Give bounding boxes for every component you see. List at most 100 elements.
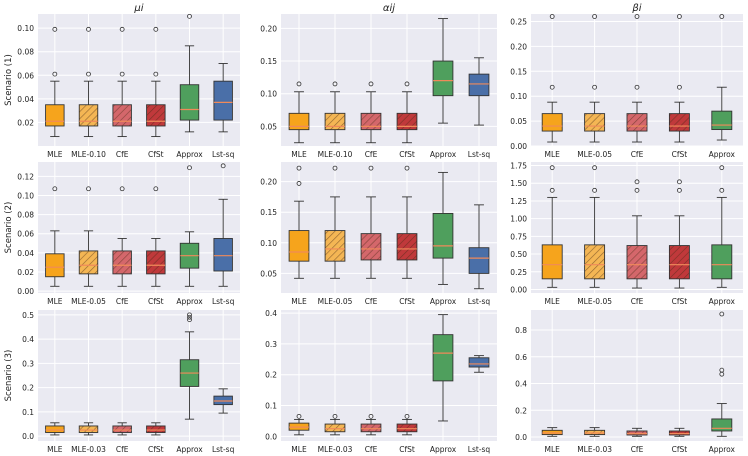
box-lst-sq [468, 204, 490, 290]
y-tick-label: 0.06 [17, 71, 34, 80]
box-iqr [78, 250, 99, 275]
x-tick-label: CfE [116, 150, 129, 159]
outlier-point [153, 71, 159, 77]
box-iqr [288, 230, 310, 262]
outlier-point [368, 165, 374, 171]
outlier-point [549, 187, 555, 193]
box-mle-0.05 [584, 14, 606, 143]
outlier-point [719, 14, 725, 19]
panel-background [281, 162, 497, 293]
x-tick-label: Lst-sq [212, 297, 235, 306]
box-iqr [711, 418, 733, 432]
box-cfst [668, 14, 690, 143]
panel-background [38, 310, 240, 441]
box-iqr [213, 238, 233, 272]
outlier-point [677, 179, 682, 185]
box-cfst [396, 81, 418, 144]
y-tick-label: 0.4 [22, 335, 34, 344]
x-tick-label: Approx [176, 297, 203, 306]
x-tick-label: MLE-0.03 [71, 445, 106, 454]
outlier-point [549, 165, 555, 171]
box-iqr [45, 253, 65, 278]
panel-r1-c3: 0.00 0.05 0.10 0.15 0.20 0.25 MLE MLE-0.05 CfE Cf… [510, 3, 743, 159]
box-iqr [468, 247, 490, 274]
x-tick-label: CfSt [672, 445, 688, 454]
x-tick-label: CfE [116, 297, 129, 306]
box-iqr [213, 395, 233, 406]
x-tick-label: MLE-0.05 [577, 297, 612, 306]
x-tick-label: Lst-sq [468, 445, 491, 454]
outlier-point [592, 84, 597, 90]
x-tick-label: CfE [365, 150, 378, 159]
box-mle-0.03 [324, 413, 346, 436]
y-tick-label: 0.20 [260, 178, 277, 187]
box-mle-0.03 [584, 427, 606, 437]
outlier-point [592, 165, 597, 171]
outlier-point [634, 179, 640, 185]
box-iqr [668, 245, 690, 280]
x-tick-label: CfSt [399, 445, 415, 454]
box-iqr [45, 104, 65, 127]
x-tick-label: Approx [709, 445, 736, 454]
y-tick-label: 0.05 [260, 122, 277, 131]
box-cfe [112, 186, 132, 287]
panel-background [281, 310, 497, 441]
outlier-point [719, 165, 725, 171]
x-tick-label: MLE [291, 445, 307, 454]
outlier-point [677, 187, 682, 193]
box-mle [45, 422, 65, 436]
box-mle-0.05 [584, 165, 606, 288]
y-tick-label: 0.6 [515, 353, 527, 362]
outlier-point [368, 81, 374, 87]
outlier-point [404, 165, 410, 171]
outlier-point [296, 165, 302, 171]
box-iqr [324, 112, 346, 131]
panel-title: μi [133, 3, 143, 14]
outlier-point [119, 71, 125, 77]
y-tick-label: 1.75 [510, 162, 527, 171]
x-tick-label: MLE-0.03 [318, 445, 353, 454]
y-tick-label: 0.4 [265, 309, 277, 318]
x-tick-label: Lst-sq [468, 150, 491, 159]
y-tick-label: 0.10 [17, 24, 34, 33]
y-tick-label: 0.08 [17, 211, 34, 220]
box-mle [288, 81, 310, 144]
x-tick-label: Approx [709, 297, 736, 306]
box-cfst [146, 186, 166, 287]
box-cfst [668, 179, 690, 289]
box-cfst [396, 413, 418, 436]
x-tick-label: MLE-0.05 [577, 150, 612, 159]
box-cfe [626, 14, 648, 143]
row-label: Scenario (2) [4, 202, 14, 254]
outlier-point [549, 84, 555, 90]
box-approx [711, 311, 733, 437]
outlier-point [187, 314, 192, 320]
x-tick-label: MLE [291, 297, 307, 306]
chart-panels: 0.02 0.04 0.06 0.08 0.10 MLE MLE-0.10 CfE CfSt Ap… [4, 3, 743, 454]
x-tick-label: CfE [631, 297, 644, 306]
y-tick-label: 1.00 [510, 215, 527, 224]
box-iqr [324, 423, 346, 433]
box-lst-sq [468, 57, 490, 126]
outlier-point [86, 71, 91, 77]
box-approx [711, 14, 733, 141]
outlier-point [52, 26, 58, 32]
box-cfst [396, 165, 418, 279]
outlier-point [592, 187, 597, 193]
outlier-point [332, 413, 338, 419]
box-mle-0.10 [324, 81, 346, 144]
box-cfe [360, 165, 382, 279]
x-tick-label: MLE [47, 150, 63, 159]
box-iqr [324, 230, 346, 262]
box-iqr [432, 334, 454, 382]
x-tick-label: CfE [365, 445, 378, 454]
x-tick-label: CfE [365, 297, 378, 306]
y-tick-label: 0.2 [22, 384, 34, 393]
x-tick-label: Approx [430, 150, 457, 159]
panel-background [281, 14, 497, 146]
box-iqr [146, 250, 166, 275]
box-iqr [432, 212, 454, 259]
box-iqr [432, 60, 454, 97]
box-mle-0.03 [78, 422, 99, 436]
box-iqr [45, 425, 65, 433]
